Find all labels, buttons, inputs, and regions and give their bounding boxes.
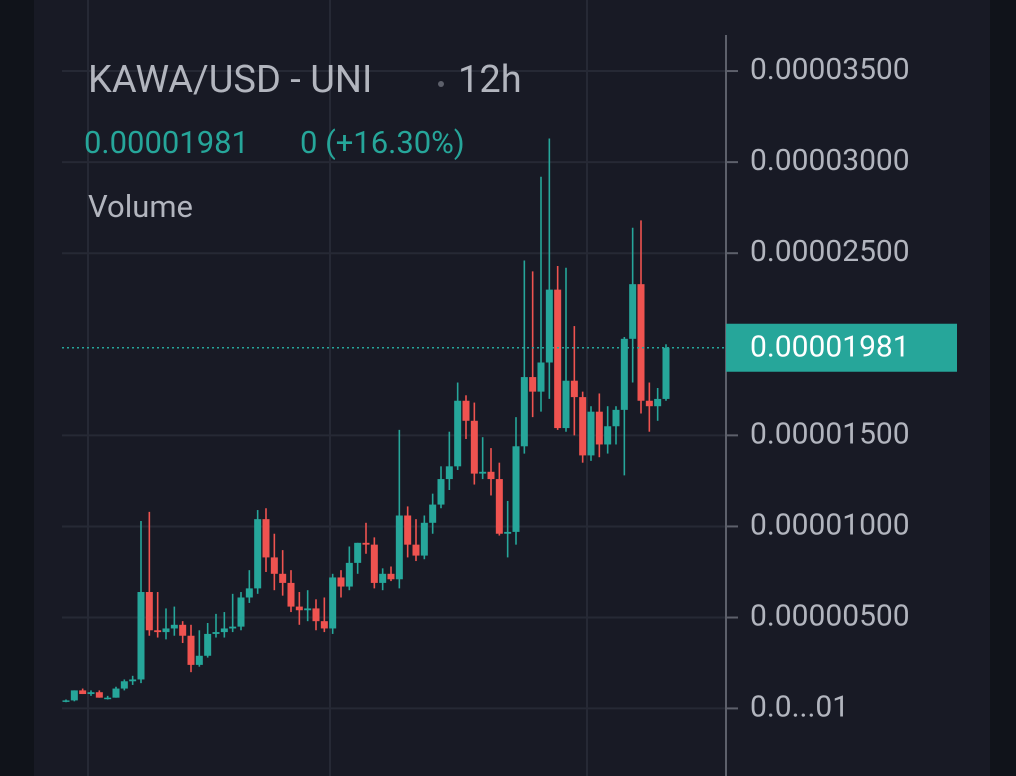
candle-body	[654, 398, 662, 407]
candle-body	[470, 420, 478, 474]
candle-body	[487, 471, 495, 480]
candle-body	[254, 519, 262, 589]
candle-body	[79, 690, 87, 695]
y-tick-label: 0.00001500	[750, 416, 910, 451]
candle-body	[645, 400, 653, 407]
candle-body	[554, 289, 562, 429]
candle-body	[387, 573, 395, 580]
y-tick-label: 0.0...01	[750, 689, 849, 724]
candle-body	[154, 630, 162, 633]
price-axis: 0.0...01 0.00000500 0.00001000 0.00001500 0.…	[62, 52, 957, 724]
candle-body	[337, 577, 345, 587]
candle-body	[537, 362, 545, 392]
candle-body	[404, 515, 412, 545]
y-tick-label: 0.00003500	[750, 52, 910, 87]
candle-body	[270, 557, 278, 574]
candle-body	[287, 582, 295, 607]
candle-body	[295, 606, 303, 611]
interval: 12h	[458, 58, 522, 102]
candle-body	[370, 544, 378, 583]
candle-body	[595, 411, 603, 445]
candle-body	[345, 562, 353, 587]
candle-body	[320, 621, 328, 629]
candle-body	[504, 531, 512, 534]
candle-body	[237, 597, 245, 627]
candle-body	[429, 504, 437, 523]
candle-body	[579, 397, 587, 456]
candle-body	[170, 624, 178, 629]
candle-body	[187, 635, 195, 665]
candle-body	[587, 411, 595, 456]
candle-body	[420, 522, 428, 556]
candle-body	[354, 542, 362, 563]
header-price: 0.00001981	[84, 124, 249, 161]
candle-body	[462, 400, 470, 421]
candle-body	[62, 700, 70, 702]
last-price-box	[726, 323, 957, 372]
candle-body	[454, 400, 462, 467]
candle-body	[379, 573, 387, 583]
candle-body	[570, 380, 578, 398]
candle-body	[204, 633, 212, 656]
candle-body	[545, 289, 553, 363]
candle-body	[479, 471, 487, 474]
candle-body	[629, 284, 637, 339]
candle-body	[437, 479, 445, 505]
candle-body	[329, 577, 337, 629]
chart-title: KAWA/USD - UNI	[88, 58, 372, 102]
candle-body	[112, 688, 120, 698]
candle-body	[529, 377, 537, 392]
volume-label: Volume	[88, 188, 193, 225]
candle-body	[262, 519, 270, 558]
candle-body	[129, 679, 137, 682]
y-tick-label: 0.00001000	[750, 507, 910, 542]
candle-body	[145, 592, 153, 631]
candle-body	[604, 426, 612, 445]
y-tick-label: 0.00003000	[750, 143, 910, 178]
candle-body	[312, 608, 320, 622]
y-tick-label: 0.00000500	[750, 598, 910, 633]
chart-panel	[34, 0, 990, 776]
candle-body	[412, 544, 420, 556]
candle-body	[612, 409, 620, 427]
candle-body	[137, 592, 145, 680]
candle-body	[195, 655, 203, 665]
candle-body	[162, 628, 170, 633]
separator-dot	[438, 81, 444, 87]
candle-body	[637, 284, 645, 401]
candle-body	[87, 692, 95, 695]
candles	[62, 138, 670, 703]
candle-body	[179, 624, 187, 636]
candle-body	[212, 632, 220, 634]
candle-body	[512, 446, 520, 532]
candle-body	[562, 380, 570, 429]
candle-body	[662, 347, 670, 399]
candle-body	[395, 515, 403, 580]
candle-body	[104, 697, 112, 700]
candle-body	[620, 338, 628, 410]
y-tick-label: 0.00002500	[750, 234, 910, 269]
candle-body	[70, 690, 78, 701]
candle-body	[279, 573, 287, 583]
candle-body	[362, 542, 370, 545]
candle-body	[120, 681, 128, 689]
candle-body	[445, 466, 453, 480]
last-price-label: 0.00001981	[750, 330, 910, 365]
candle-body	[520, 377, 528, 447]
candle-body	[304, 608, 312, 611]
candle-body	[245, 588, 253, 598]
candle-body	[495, 479, 503, 534]
candle-body	[95, 692, 103, 698]
candle-body	[229, 626, 237, 629]
header-change: 0 (+16.30%)	[300, 124, 465, 161]
candle-body	[220, 628, 228, 633]
